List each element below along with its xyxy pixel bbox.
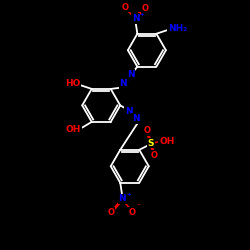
Text: O: O (107, 208, 114, 217)
Text: N: N (127, 70, 134, 79)
Text: N: N (118, 194, 126, 203)
Text: O: O (151, 151, 158, 160)
Text: N: N (132, 114, 139, 123)
Text: O: O (142, 4, 148, 13)
Text: N: N (132, 14, 139, 23)
Text: +: + (139, 12, 144, 17)
Text: HO: HO (65, 79, 80, 88)
Text: NH₂: NH₂ (168, 24, 187, 34)
Text: ⁻: ⁻ (136, 204, 140, 210)
Text: O: O (129, 208, 136, 217)
Text: ⁻: ⁻ (129, 0, 132, 4)
Text: OH: OH (159, 137, 174, 146)
Text: OH: OH (66, 125, 81, 134)
Text: +: + (126, 192, 130, 197)
Text: N: N (125, 106, 132, 116)
Text: S: S (148, 139, 154, 148)
Text: O: O (144, 126, 150, 135)
Text: O: O (122, 2, 128, 12)
Text: N: N (119, 79, 127, 88)
